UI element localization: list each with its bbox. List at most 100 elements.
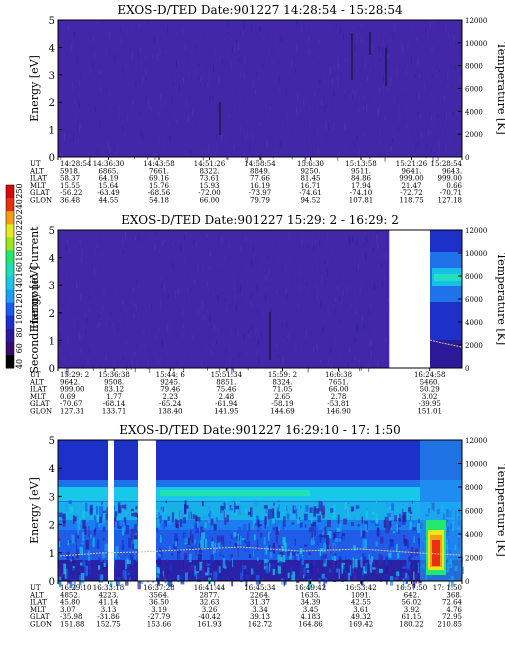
orbit-value: 9641.	[401, 167, 421, 175]
orbit-value: -72.72	[400, 189, 422, 197]
energy-tick-label: 5	[49, 16, 55, 27]
energy-tick-label: 2	[49, 309, 55, 320]
orbit-value: 9508.	[104, 378, 124, 386]
temperature-axis-label: Temperature [K]	[495, 42, 505, 134]
orbit-value: 118.75	[399, 197, 424, 205]
colorbar-segment	[6, 341, 14, 356]
orbit-row-label: ALT	[29, 378, 44, 386]
colorbar-tick-label: 60	[15, 343, 24, 353]
orbit-value: 15:29: 2	[60, 371, 89, 379]
orbit-value: 66.00	[199, 197, 219, 205]
temperature-trace	[59, 546, 461, 557]
orbit-value: 15:59: 2	[268, 371, 297, 379]
orbit-value: 8851.	[216, 378, 236, 386]
orbit-value: 3564.	[149, 591, 169, 599]
orbit-value: 16:53:42	[345, 584, 376, 592]
orbit-value: 4852.	[60, 591, 80, 599]
temperature-tick-label: 8000	[465, 273, 483, 281]
orbit-value: 7661.	[149, 167, 169, 175]
orbit-value: -68.56	[148, 189, 171, 197]
orbit-value: 164.86	[298, 621, 323, 629]
energy-tick-label: 1	[49, 549, 55, 560]
colorbar-segment	[6, 315, 14, 330]
orbit-value: 71.05	[272, 386, 292, 394]
panel-title: EXOS-D/TED Date:901227 14:28:54 - 15:28:…	[117, 3, 403, 17]
orbit-value: 16:37:28	[143, 584, 174, 592]
orbit-value: 7651.	[329, 378, 349, 386]
colorbar-segment	[6, 211, 14, 225]
orbit-value: 45.80	[60, 599, 80, 607]
orbit-value: 3.45	[303, 606, 319, 614]
energy-tick-label: 5	[49, 436, 55, 447]
colorbar-tick-label: 240	[15, 199, 24, 214]
orbit-row-label: MLT	[30, 393, 46, 401]
colorbar-segment	[6, 198, 14, 212]
orbit-value: 9250.	[300, 167, 320, 175]
orbit-value: 36.48	[60, 197, 80, 205]
orbit-value: 3.19	[151, 606, 167, 614]
orbit-value: 17: 1:50	[433, 584, 462, 592]
orbit-value: 72.64	[442, 599, 463, 607]
orbit-value: 4.183	[300, 613, 320, 621]
orbit-value: 15:21:26	[396, 160, 428, 168]
temperature-tick-label: 6000	[465, 296, 483, 304]
energy-tick-label: 4	[49, 43, 55, 54]
data-gap	[108, 440, 114, 581]
orbit-value: 133.71	[102, 408, 127, 416]
orbit-value: 83.12	[104, 386, 124, 394]
colorbar-tick-label: 100	[15, 309, 24, 324]
orbit-value: 64.19	[98, 175, 118, 183]
colorbar-segment	[6, 263, 14, 277]
orbit-value: 151.01	[417, 408, 442, 416]
orbit-row-label: GLAT	[30, 613, 50, 621]
orbit-value: 5918.	[60, 167, 80, 175]
panel-1: EXOS-D/TED Date:901227 14:28:54 - 15:28:…	[28, 3, 505, 205]
orbit-value: 144.69	[270, 408, 295, 416]
orbit-value: 3.61	[353, 606, 369, 614]
orbit-value: -35.98	[60, 613, 82, 621]
temperature-tick-label: 0	[465, 365, 469, 373]
data-gap	[138, 440, 156, 581]
energy-axis-label: Energy [eV]	[28, 266, 41, 333]
orbit-value: -65.24	[159, 400, 182, 408]
energy-axis-label: Energy [eV]	[28, 477, 41, 544]
orbit-value: 56.02	[401, 599, 421, 607]
orbit-value: 9245.	[160, 378, 180, 386]
orbit-value: 16.71	[300, 182, 320, 190]
energy-tick-label: 1	[49, 126, 55, 137]
orbit-value: 4.76	[446, 606, 462, 614]
orbit-value: 79.46	[160, 386, 181, 394]
orbit-value: 14:51:26	[194, 160, 226, 168]
orbit-value: 61.15	[401, 613, 421, 621]
orbit-value: 21.47	[401, 182, 421, 190]
orbit-value: 58.37	[60, 175, 80, 183]
panel-title: EXOS-D/TED Date:901227 16:29:10 - 17: 1:…	[119, 423, 401, 437]
orbit-value: -39.95	[418, 400, 440, 408]
orbit-value: 999.00	[399, 175, 424, 183]
orbit-value: 141.95	[214, 408, 239, 416]
orbit-value: -58.19	[271, 400, 293, 408]
orbit-value: -70.67	[60, 400, 82, 408]
orbit-value: 32.63	[199, 599, 219, 607]
colorbar-segment	[6, 250, 14, 264]
temperature-axis-label: Temperature [K]	[495, 464, 505, 556]
orbit-value: 9643.	[442, 167, 462, 175]
orbit-value: 9511.	[351, 167, 371, 175]
orbit-row-label: ALT	[29, 167, 44, 175]
orbit-value: 6865.	[98, 167, 118, 175]
temperature-tick-label: 12000	[465, 227, 487, 235]
orbit-value: 5460.	[420, 378, 440, 386]
orbit-value: 73.61	[199, 175, 219, 183]
orbit-value: 66.00	[329, 386, 349, 394]
orbit-value: 107.81	[349, 197, 374, 205]
temperature-tick-label: 6000	[465, 508, 483, 516]
orbit-value: 75.46	[216, 386, 237, 394]
orbit-value: -56.22	[60, 189, 82, 197]
orbit-value: 49.32	[351, 613, 371, 621]
orbit-value: 14:36:30	[93, 160, 124, 168]
spectrogram-field	[58, 20, 462, 157]
orbit-value: 31.37	[250, 599, 270, 607]
orbit-value: 42.55	[351, 599, 371, 607]
orbit-value: 2877.	[199, 591, 219, 599]
